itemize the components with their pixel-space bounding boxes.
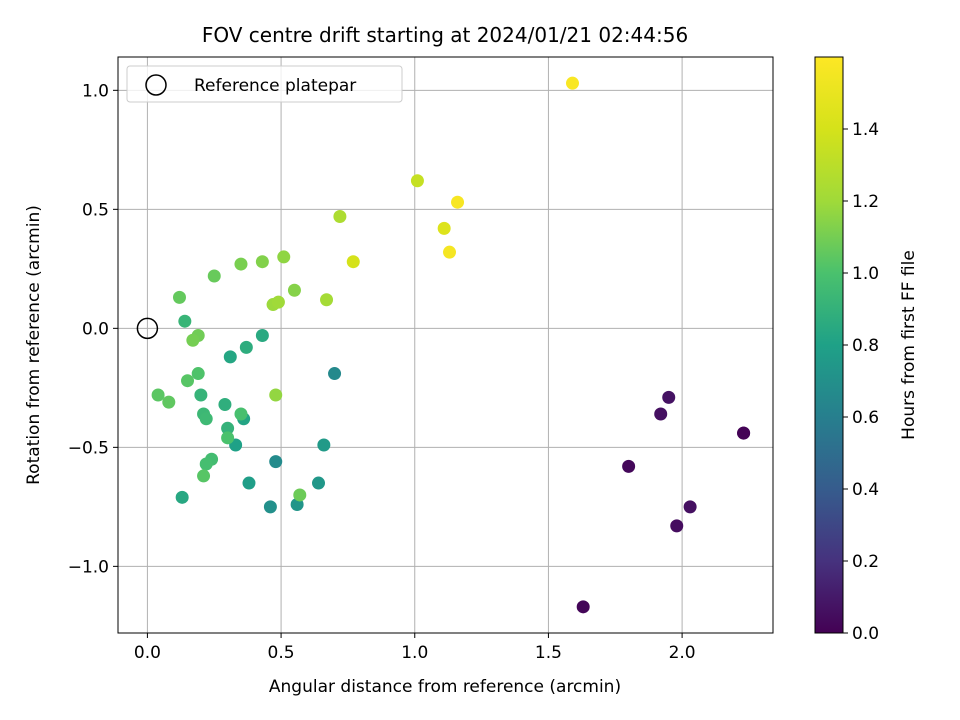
y-tick-label: −1.0 xyxy=(68,557,109,577)
legend-box xyxy=(126,65,403,103)
data-point xyxy=(255,255,269,269)
data-point xyxy=(317,438,331,452)
data-point xyxy=(207,269,221,283)
x-axis-ticks: 0.0 0.5 1.0 1.5 2.0 xyxy=(134,633,696,663)
data-point xyxy=(221,421,235,435)
data-point xyxy=(670,519,684,533)
data-point xyxy=(172,290,186,304)
data-point xyxy=(271,295,285,309)
data-point xyxy=(162,395,176,409)
colorbar-tick-label: 0.8 xyxy=(852,336,879,356)
data-point xyxy=(234,407,248,421)
legend-marker xyxy=(145,74,167,96)
data-point xyxy=(175,490,189,504)
data-point xyxy=(565,76,579,90)
y-tick-label: 0.0 xyxy=(82,319,109,339)
data-point xyxy=(683,500,697,514)
data-point xyxy=(346,255,360,269)
x-tick-label: 0.0 xyxy=(134,643,161,663)
scatter-points xyxy=(151,76,751,614)
data-point xyxy=(622,459,636,473)
data-point xyxy=(269,388,283,402)
colorbar-tick-label: 0.6 xyxy=(852,408,879,428)
data-point xyxy=(277,250,291,264)
chart-title: FOV centre drift starting at 2024/01/21 … xyxy=(202,23,688,47)
data-point xyxy=(451,195,465,209)
x-tick-label: 1.0 xyxy=(401,643,428,663)
plot-frame xyxy=(117,56,774,634)
legend: Reference platepar xyxy=(126,65,403,103)
data-point xyxy=(328,367,342,381)
data-point xyxy=(151,388,165,402)
data-point xyxy=(186,333,200,347)
y-axis-ticks: −1.0 −0.5 0.0 0.5 1.0 xyxy=(68,81,118,577)
data-point xyxy=(191,367,205,381)
data-point xyxy=(263,500,277,514)
y-tick-label: 1.0 xyxy=(82,81,109,101)
data-point xyxy=(178,314,192,328)
data-point xyxy=(312,476,326,490)
data-point xyxy=(239,340,253,354)
data-point xyxy=(410,174,424,188)
data-point xyxy=(737,426,751,440)
legend-label: Reference platepar xyxy=(194,76,356,96)
data-point xyxy=(218,398,232,412)
x-tick-label: 1.5 xyxy=(535,643,562,663)
data-point xyxy=(194,388,208,402)
data-point xyxy=(333,209,347,223)
x-tick-label: 2.0 xyxy=(669,643,696,663)
colorbar-tick-label: 1.4 xyxy=(852,120,879,140)
colorbar-ticks: 0.0 0.2 0.4 0.6 0.8 1.0 1.2 1.4 xyxy=(843,120,879,644)
data-point xyxy=(293,488,307,502)
data-point xyxy=(223,350,237,364)
data-point xyxy=(576,600,590,614)
data-point xyxy=(197,469,211,483)
colorbar xyxy=(814,56,844,634)
colorbar-tick-label: 1.0 xyxy=(852,264,879,284)
data-point xyxy=(242,476,256,490)
data-point xyxy=(199,412,213,426)
data-point xyxy=(234,257,248,271)
reference-platepar-marker xyxy=(136,317,159,340)
data-point xyxy=(662,390,676,404)
y-axis-label: Rotation from reference (arcmin) xyxy=(24,205,44,485)
data-point xyxy=(181,374,195,388)
data-point xyxy=(654,407,668,421)
data-point xyxy=(221,431,235,445)
colorbar-tick-label: 0.4 xyxy=(852,480,879,500)
grid-lines xyxy=(118,57,773,633)
data-point xyxy=(437,221,451,235)
data-point xyxy=(287,283,301,297)
colorbar-tick-label: 0.2 xyxy=(852,552,879,572)
plot-background xyxy=(118,57,773,633)
data-point xyxy=(269,455,283,469)
colorbar-label: Hours from first FF file xyxy=(899,250,919,440)
x-axis-label: Angular distance from reference (arcmin) xyxy=(269,677,621,697)
y-tick-label: 0.5 xyxy=(82,200,109,220)
y-tick-label: −0.5 xyxy=(68,438,109,458)
x-tick-label: 0.5 xyxy=(268,643,295,663)
colorbar-tick-label: 0.0 xyxy=(852,624,879,644)
data-point xyxy=(443,245,457,259)
colorbar-tick-label: 1.2 xyxy=(852,192,879,212)
data-point xyxy=(320,293,334,307)
data-point xyxy=(199,457,213,471)
data-point xyxy=(255,328,269,342)
